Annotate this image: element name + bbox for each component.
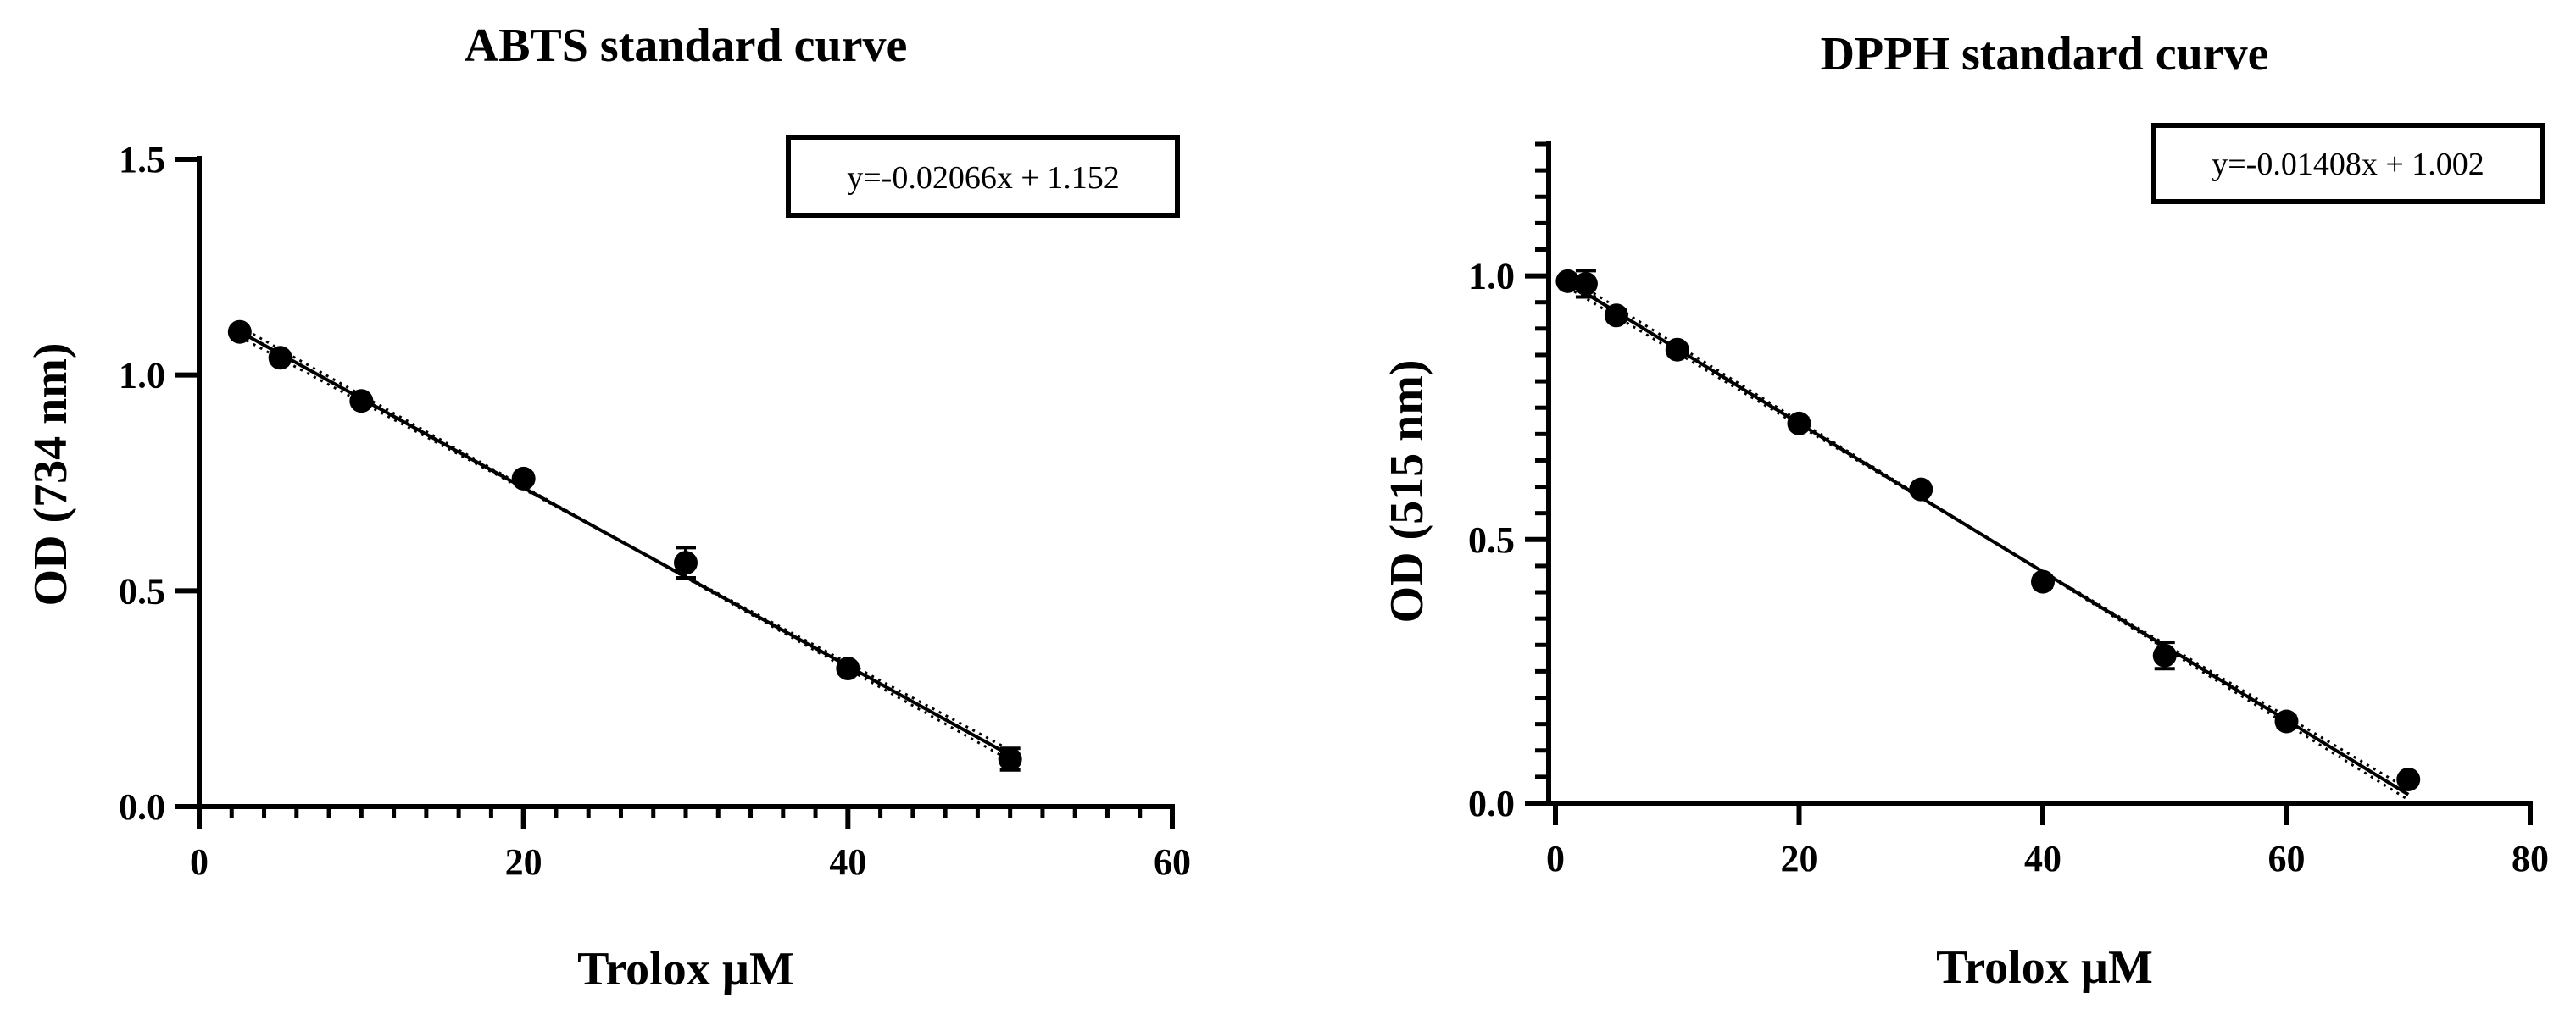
y-tick-label: 0.5 — [1468, 519, 1515, 561]
data-point — [1555, 269, 1580, 293]
chart-title: DPPH standard curve — [1821, 28, 2269, 80]
data-point — [268, 346, 292, 370]
confidence-band-line — [1566, 275, 2410, 801]
data-point — [1665, 337, 1689, 362]
data-point — [1787, 411, 1811, 435]
x-tick-label: 60 — [1154, 841, 1191, 883]
x-axis-title: Trolox µM — [577, 943, 794, 996]
data-point — [349, 389, 374, 413]
x-tick-label: 20 — [505, 841, 542, 883]
equation-label: y=-0.01408x + 1.002 — [2212, 147, 2484, 182]
data-point — [1909, 477, 1933, 502]
equation-box: y=-0.01408x + 1.002 — [2151, 123, 2545, 204]
plot-area: 0 20 40 60 0.0 0.5 1.0 1.5 — [119, 139, 1191, 883]
x-tick-label: 40 — [2024, 838, 2061, 879]
chart-title: ABTS standard curve — [465, 19, 908, 72]
equation-box-frame — [786, 135, 1180, 218]
x-tick-label: 80 — [2512, 838, 2549, 879]
x-tick-label: 0 — [1546, 838, 1565, 879]
dpph-chart-panel: DPPH standard curve Trolox µM OD (515 nm… — [1381, 28, 2549, 994]
y-tick-label: 0.0 — [1468, 783, 1515, 824]
x-tick-label: 20 — [1781, 838, 1818, 879]
data-point — [1573, 271, 1598, 296]
y-tick-label: 1.0 — [119, 355, 165, 397]
x-tick-label: 0 — [190, 841, 209, 883]
y-tick-label: 0.5 — [119, 570, 165, 612]
data-point — [2396, 767, 2421, 791]
y-tick-label: 1.5 — [119, 139, 165, 180]
data-point — [1604, 303, 1628, 328]
data-point — [998, 746, 1022, 771]
y-axis-title: OD (734 nm) — [25, 342, 77, 606]
x-axis-title: Trolox µM — [1936, 941, 2153, 994]
data-point — [511, 466, 536, 491]
equation-box-frame — [2151, 123, 2545, 204]
regression-line — [1566, 280, 2410, 796]
data-point — [2152, 643, 2177, 668]
data-point — [674, 551, 698, 575]
y-tick-label: 0.0 — [119, 786, 165, 828]
data-point — [836, 657, 860, 681]
x-tick-label: 40 — [829, 841, 866, 883]
data-point — [2031, 569, 2055, 594]
plot-area: 0 20 40 60 80 0.0 0.5 1.0 — [1468, 141, 2549, 879]
data-point — [227, 319, 252, 344]
y-tick-label: 1.0 — [1468, 256, 1515, 297]
equation-label: y=-0.02066x + 1.152 — [847, 160, 1120, 196]
abts-chart-panel: ABTS standard curve Trolox µM OD (734 nm… — [25, 19, 1191, 996]
x-tick-label: 60 — [2268, 838, 2306, 879]
data-point — [2274, 709, 2299, 734]
equation-box: y=-0.02066x + 1.152 — [786, 135, 1180, 218]
y-axis-title: OD (515 nm) — [1381, 359, 1433, 623]
